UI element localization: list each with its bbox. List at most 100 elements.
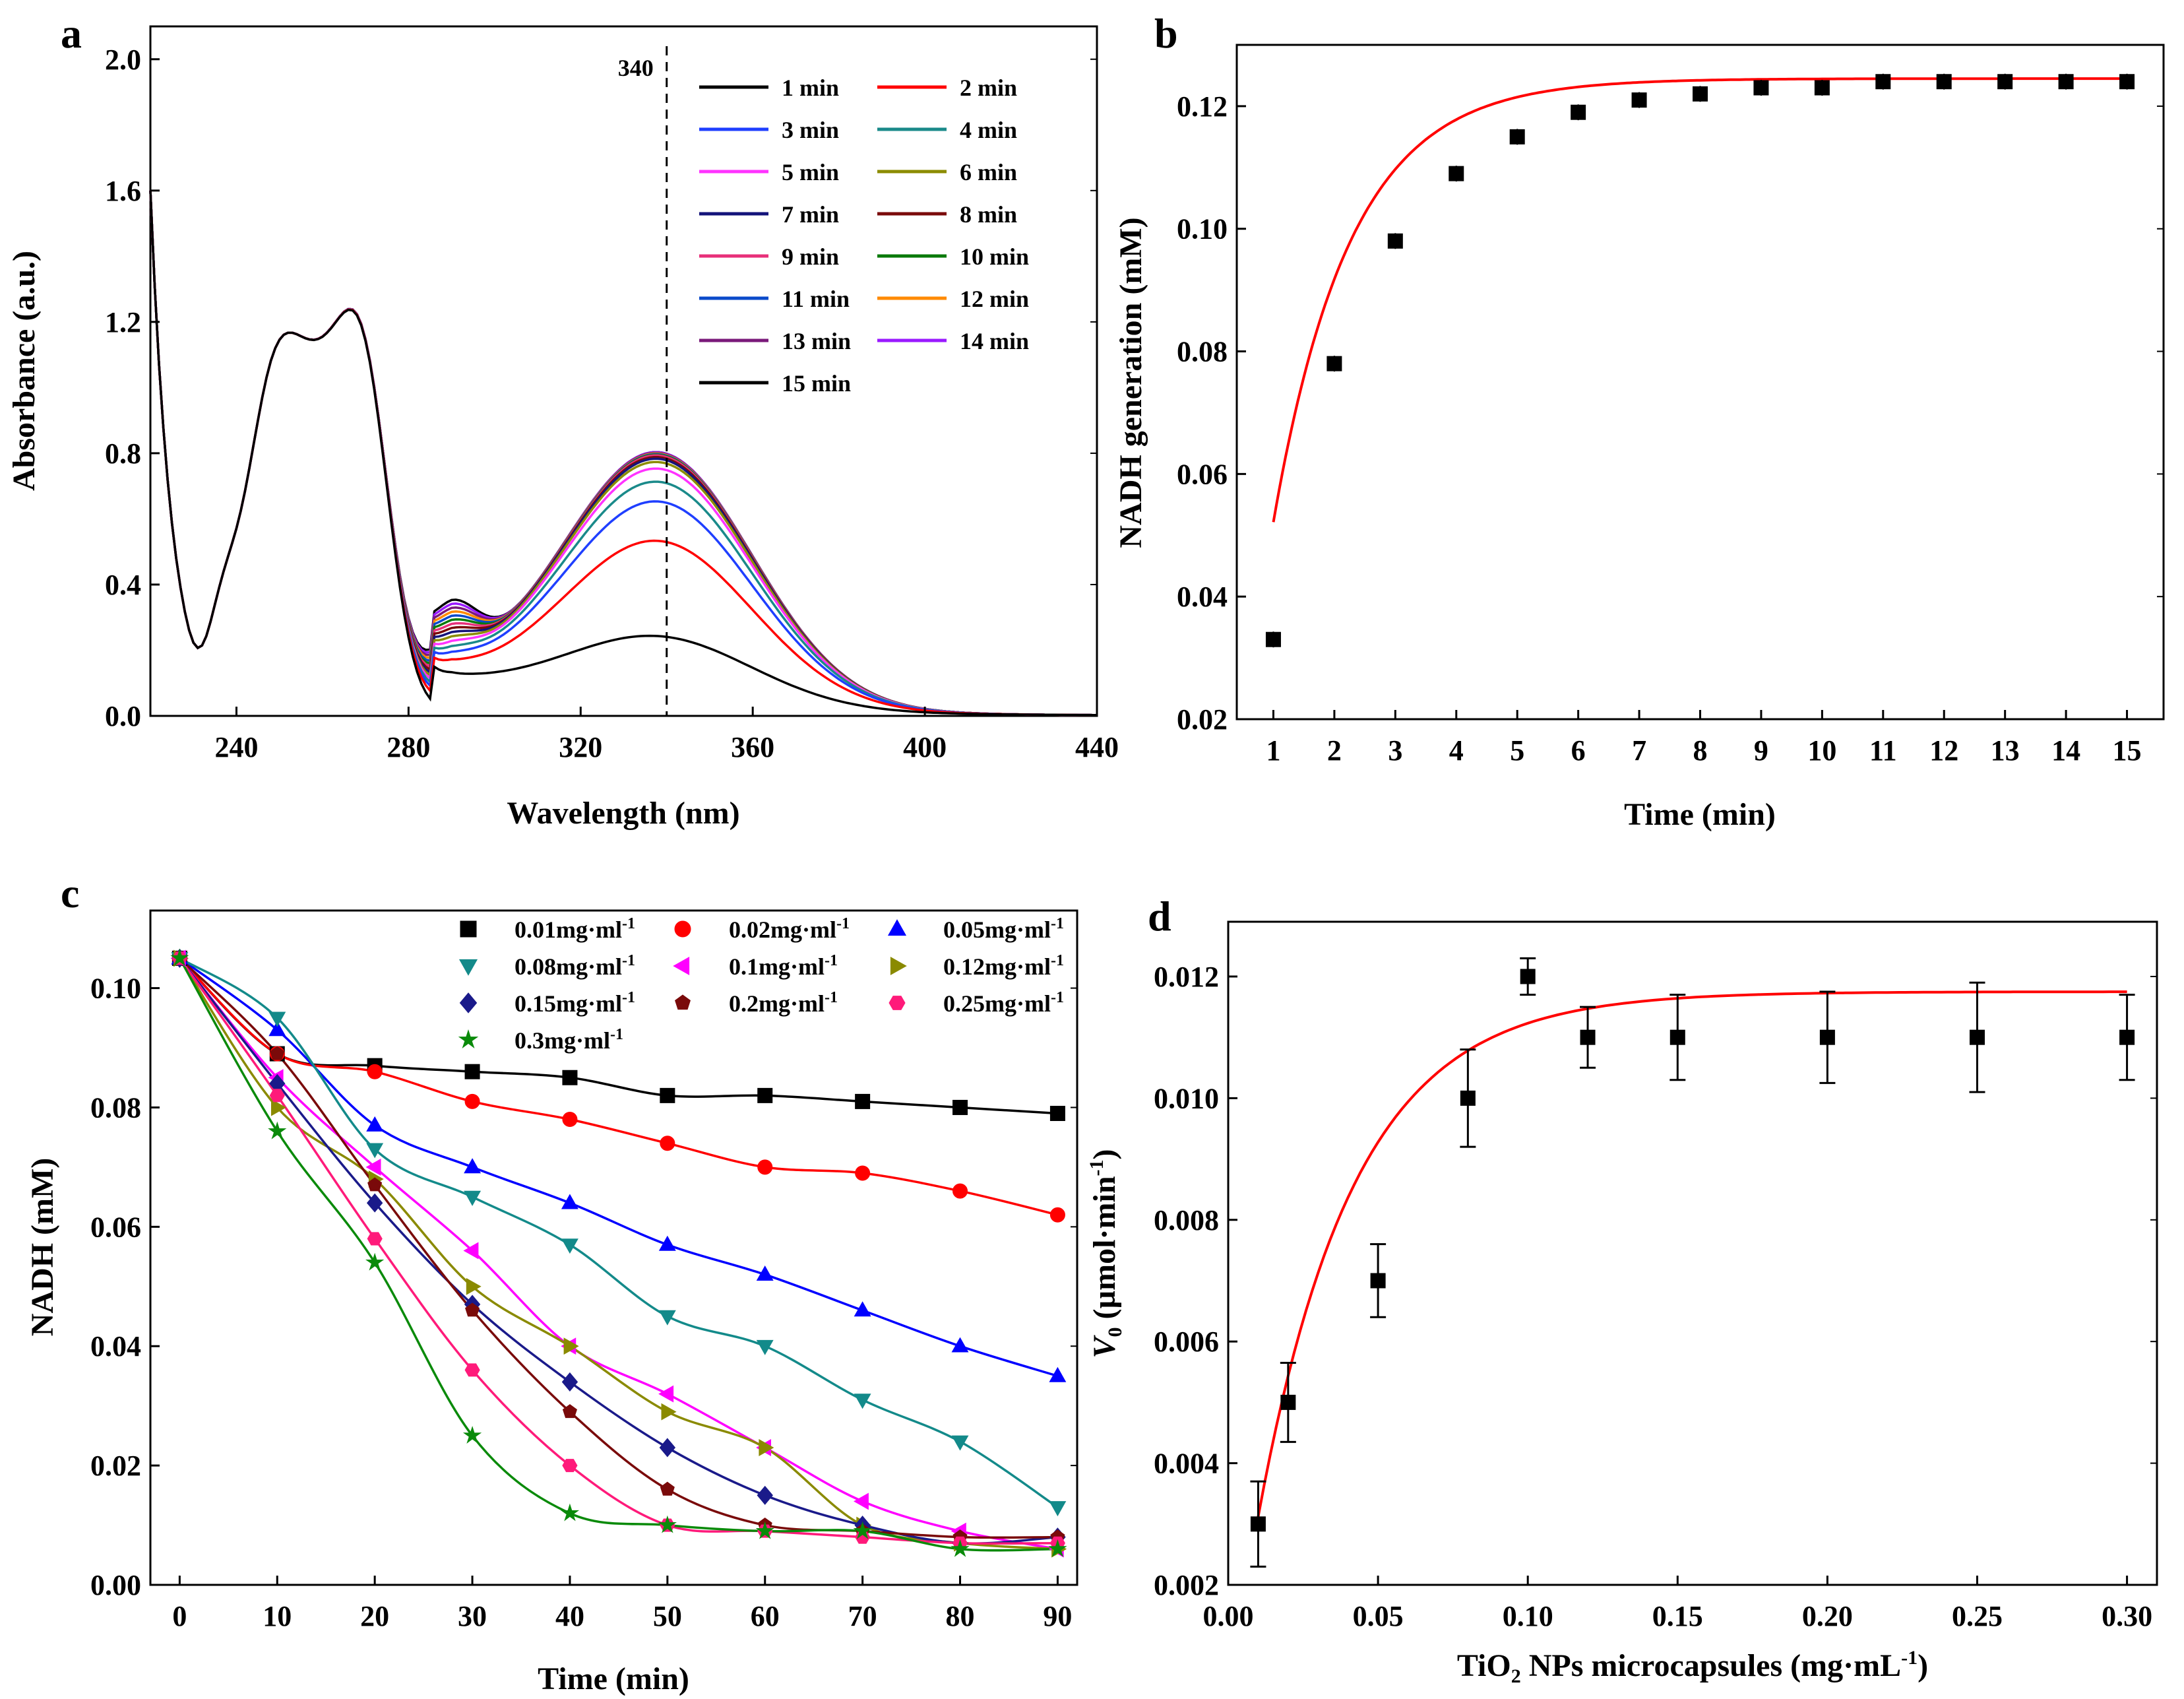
x-tick-label: 360 <box>731 731 774 763</box>
data-point <box>271 1099 286 1116</box>
data-point <box>268 1021 286 1037</box>
legend-label: 0.08mg·ml-1 <box>515 952 635 980</box>
legend-label: 0.3mg·ml-1 <box>515 1026 623 1054</box>
data-point <box>561 1238 578 1254</box>
spectrum-line <box>149 190 1097 717</box>
data-point <box>755 1521 774 1539</box>
data-point <box>660 1087 675 1103</box>
panel-b-data-points <box>1265 73 2135 648</box>
data-point <box>466 1277 482 1295</box>
data-point <box>2058 74 2074 90</box>
legend-label: 0.01mg·ml-1 <box>515 915 635 943</box>
panel-b-label: b <box>1154 10 1178 57</box>
panel-b-y-axis-label: NADH generation (mM) <box>1113 217 1148 548</box>
data-point <box>366 1193 383 1213</box>
panel-a-frame <box>149 25 1098 717</box>
x-tick-label: 8 <box>1693 734 1708 767</box>
x-tick-label: 20 <box>360 1600 389 1632</box>
data-point <box>1049 1106 1065 1122</box>
panel-b-x-axis-label: Time (min) <box>1624 797 1776 832</box>
panel-d-x-ticks: 0.00 0.05 0.10 0.15 0.20 0.25 0.30 <box>1203 1576 2152 1632</box>
data-point <box>1814 80 1830 96</box>
data-point <box>1370 1273 1386 1289</box>
spectrum-line <box>149 190 1097 717</box>
data-point <box>660 1481 675 1496</box>
panel-c-y-axis-label: NADH (mM) <box>25 1158 60 1337</box>
data-point <box>270 1046 285 1060</box>
data-point <box>854 1301 871 1317</box>
panel-c-frame <box>149 909 1078 1586</box>
y-tick-label: 0.004 <box>1154 1448 1219 1480</box>
data-point <box>658 1515 677 1533</box>
data-point <box>759 1439 774 1456</box>
data-point <box>757 1087 773 1103</box>
data-point <box>1250 1516 1266 1532</box>
legend-label: 0.02mg·ml-1 <box>729 915 850 943</box>
x-tick-label: 6 <box>1571 734 1586 767</box>
legend-label: 1 min <box>782 75 839 101</box>
panel-c-legend: 0.01mg·ml-1 0.02mg·ml-1 0.05mg·ml-1 0.08mg·… <box>458 915 1064 1054</box>
y-tick-label: 0.012 <box>1154 961 1219 993</box>
x-tick-label: 0.20 <box>1802 1600 1853 1632</box>
data-point <box>757 1485 773 1505</box>
x-tick-label: 70 <box>848 1600 877 1632</box>
legend-label: 4 min <box>960 117 1017 143</box>
data-point <box>951 1337 969 1353</box>
legend-label: 12 min <box>960 286 1029 312</box>
panel-a-y-ticks: 0.0 0.4 0.8 1.2 1.6 2.0 <box>105 44 1097 732</box>
y-tick-label: 0.10 <box>1177 213 1228 245</box>
x-tick-label: 80 <box>946 1600 975 1632</box>
data-point <box>1049 1366 1067 1382</box>
data-point <box>1449 166 1464 181</box>
fit-curve <box>179 957 1058 1378</box>
legend-label: 9 min <box>782 243 839 270</box>
data-point <box>1875 74 1891 90</box>
data-point <box>1969 1029 1985 1045</box>
panel-c-fit-curves <box>178 957 1059 1552</box>
y-tick-label: 0.006 <box>1154 1326 1219 1358</box>
data-point <box>366 1116 384 1132</box>
spectrum-line <box>149 190 1097 717</box>
x-tick-label: 4 <box>1449 734 1464 767</box>
panel-b-x-ticks: 1 2 3 4 5 6 7 8 9 10 11 12 13 14 15 <box>1266 710 2142 767</box>
data-point <box>562 1112 578 1128</box>
x-tick-label: 240 <box>214 731 258 763</box>
data-point <box>465 1302 480 1317</box>
data-point <box>659 1438 676 1458</box>
data-point <box>952 1183 968 1199</box>
data-point <box>1387 233 1403 249</box>
legend-marker <box>458 959 478 976</box>
y-tick-label: 0.8 <box>105 437 141 470</box>
x-tick-label: 0.10 <box>1503 1600 1553 1632</box>
x-tick-label: 14 <box>2051 734 2080 767</box>
y-tick-label: 0.10 <box>90 973 141 1005</box>
legend-label: 0.12mg·ml-1 <box>943 952 1064 980</box>
data-point <box>560 1503 580 1522</box>
data-point <box>562 1459 578 1473</box>
panel-a-x-axis-label: Wavelength (nm) <box>507 796 739 831</box>
data-point <box>855 1093 871 1109</box>
data-point <box>367 1177 383 1192</box>
data-point <box>1520 969 1536 984</box>
data-point <box>269 1089 285 1103</box>
panel-a-y-axis-label: Absorbance (a.u.) <box>7 251 42 491</box>
spectrum-line <box>149 190 1097 717</box>
y-tick-label: 0.008 <box>1154 1204 1219 1236</box>
data-point <box>464 1190 482 1206</box>
legend-label: 0.25mg·ml-1 <box>943 989 1064 1017</box>
panel-d-frame <box>1227 920 2158 1586</box>
data-point <box>268 1121 287 1139</box>
x-tick-label: 400 <box>903 731 947 763</box>
data-point <box>1265 631 1281 647</box>
legend-label: 15 min <box>782 370 851 397</box>
y-tick-label: 0.08 <box>90 1091 141 1124</box>
data-point <box>464 1064 480 1079</box>
data-point <box>1049 1501 1067 1517</box>
legend-marker <box>890 956 907 976</box>
x-tick-label: 5 <box>1510 734 1524 767</box>
fit-curve <box>178 957 1058 1545</box>
legend-marker <box>674 920 691 938</box>
spectrum-line <box>149 190 1097 717</box>
legend-marker <box>675 994 691 1010</box>
